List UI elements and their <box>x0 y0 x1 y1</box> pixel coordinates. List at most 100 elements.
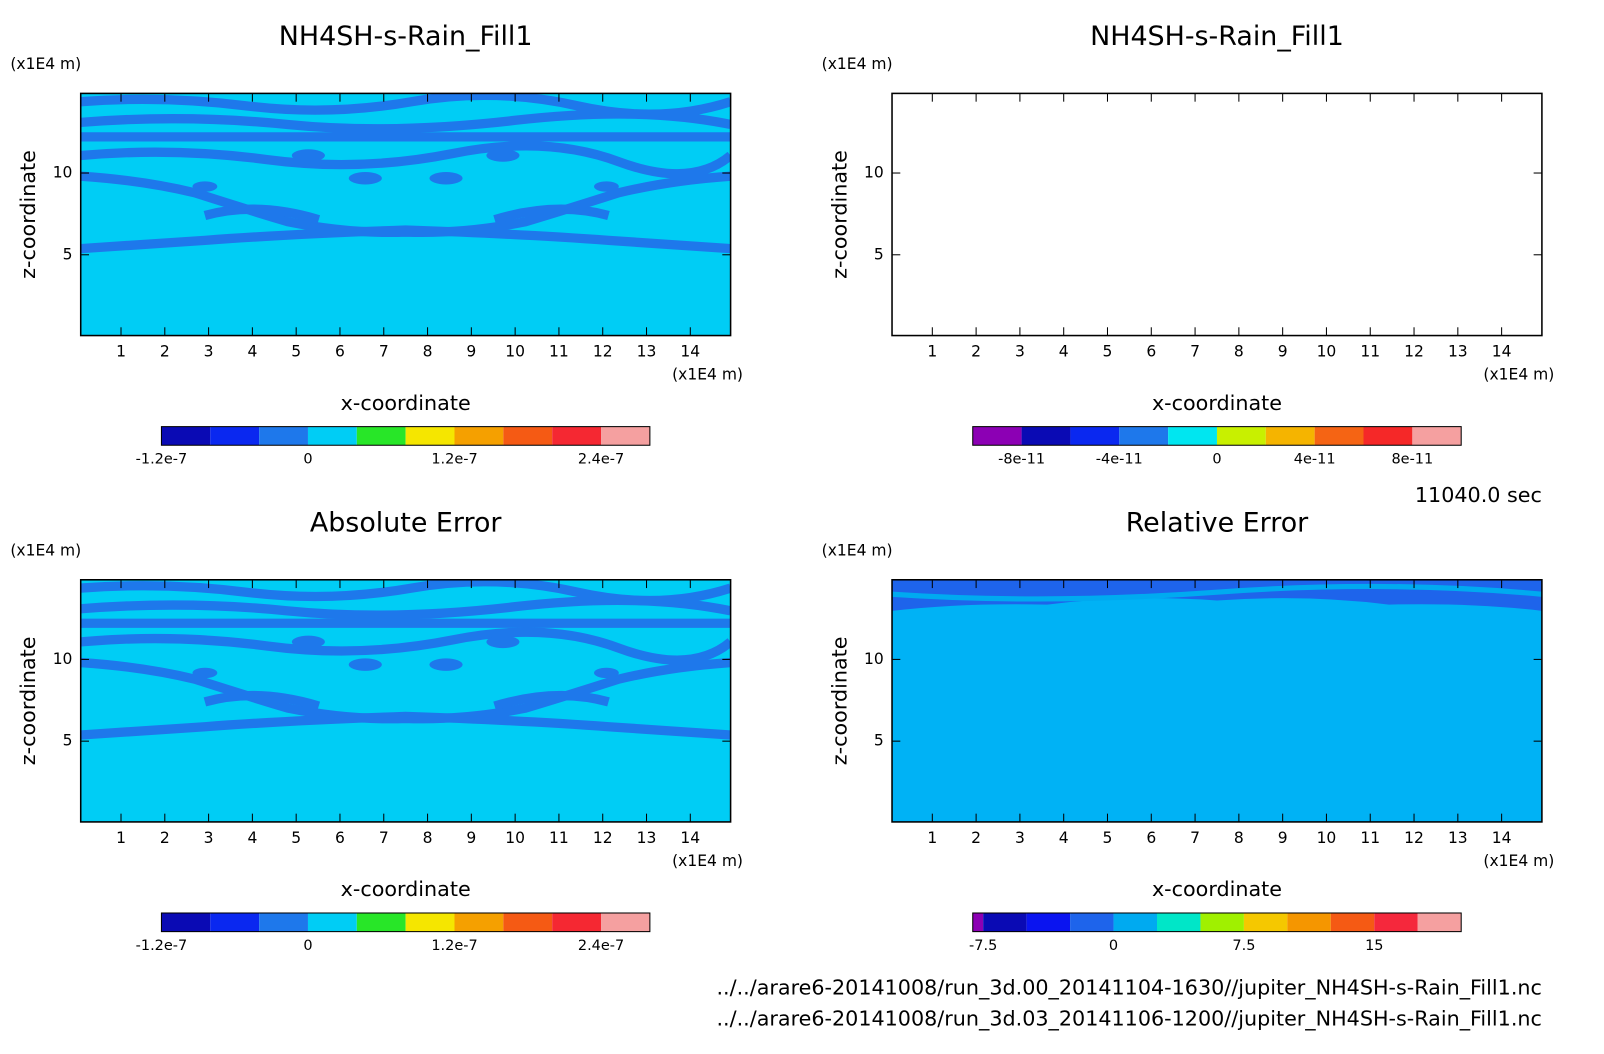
colorbar-segment <box>1363 426 1413 446</box>
colorbar-segment <box>1026 912 1071 932</box>
x-tick-label: 4 <box>1059 829 1069 847</box>
colorbar-segment <box>1243 912 1288 932</box>
colorbar-segment <box>259 912 308 932</box>
x-tick-label: 1 <box>116 343 126 361</box>
x-tick-label: 6 <box>1146 343 1156 361</box>
x-tick-label: 6 <box>335 829 345 847</box>
colorbar-segment <box>1265 426 1315 446</box>
y-axis-label: z-coordinate <box>16 637 40 766</box>
colorbar-segment <box>307 912 357 932</box>
x-tick-label: 1 <box>116 829 126 847</box>
y-tick-label: 10 <box>53 650 73 668</box>
colorbar-tick-label: -4e-11 <box>1096 452 1143 468</box>
plot-frame <box>891 92 1543 337</box>
x-axis-label: x-coordinate <box>341 877 471 901</box>
x-tick-label: 2 <box>160 343 170 361</box>
x-tick-label: 4 <box>247 829 257 847</box>
x-tick-label: 11 <box>1360 829 1380 847</box>
colorbar-tick-label: 4e-11 <box>1294 452 1336 468</box>
file-path: ../../arare6-20141008/run_3d.00_20141104… <box>716 976 1541 1001</box>
colorbar-frame <box>160 426 651 446</box>
x-tick-label: 11 <box>1360 343 1380 361</box>
x-tick-label: 13 <box>1448 343 1468 361</box>
colorbar-tick-label: 8e-11 <box>1391 452 1433 468</box>
x-axis-label: x-coordinate <box>1152 391 1282 415</box>
y-axis-label: z-coordinate <box>827 150 851 279</box>
x-tick-label: 14 <box>1492 829 1512 847</box>
colorbar-segment <box>1314 426 1364 446</box>
x-tick-label: 3 <box>1015 829 1025 847</box>
colorbar-segment <box>356 426 406 446</box>
x-tick-label: 1 <box>927 343 937 361</box>
x-tick-label: 12 <box>1404 829 1424 847</box>
colorbar-segment <box>1374 912 1418 932</box>
colorbar-segment <box>161 426 211 446</box>
colorbar-segment <box>405 912 455 932</box>
colorbar-segment <box>1113 912 1158 932</box>
x-tick-label: 6 <box>335 343 345 361</box>
y-tick-label: 5 <box>63 732 73 750</box>
x-tick-label: 1 <box>927 829 937 847</box>
x-tick-label: 9 <box>466 829 476 847</box>
x-tick-label: 12 <box>593 343 613 361</box>
colorbar-tick-label: -8e-11 <box>998 452 1045 468</box>
plot-frame <box>79 579 732 823</box>
colorbar-segment <box>1070 912 1114 932</box>
x-tick-label: 9 <box>1278 343 1288 361</box>
colorbar-segment <box>1412 426 1462 446</box>
plot-frame <box>79 92 732 337</box>
colorbar-tick-label: 7.5 <box>1232 938 1255 954</box>
colorbar-segment <box>601 912 650 932</box>
x-tick-label: 12 <box>1404 343 1424 361</box>
x-tick-label: 8 <box>423 829 433 847</box>
colorbar-tick-label: 0 <box>1212 452 1221 468</box>
x-tick-label: 5 <box>291 343 301 361</box>
colorbar-frame <box>972 426 1462 446</box>
colorbar-tick-label: 0 <box>1109 938 1118 954</box>
colorbar-tick-label: 15 <box>1365 938 1383 954</box>
colorbar-segment <box>983 912 1027 932</box>
x-tick-label: 13 <box>1448 829 1468 847</box>
colorbar-segment <box>1417 912 1462 932</box>
chart-title: Absolute Error <box>310 507 503 538</box>
colorbar-frame <box>160 912 651 933</box>
y-axis-label: z-coordinate <box>16 150 40 279</box>
y-tick-label: 5 <box>63 245 73 263</box>
x-tick-label: 8 <box>1234 829 1244 847</box>
y-tick-label: 5 <box>874 245 884 263</box>
x-tick-label: 13 <box>637 343 657 361</box>
colorbar-segment <box>454 912 504 932</box>
colorbar-segment <box>1330 912 1375 932</box>
colorbar-segment <box>1168 426 1217 446</box>
colorbar-segment <box>1157 912 1201 932</box>
colorbar-segment <box>601 426 650 446</box>
colorbar-segment <box>307 426 357 446</box>
x-tick-label: 4 <box>1059 343 1069 361</box>
colorbar-segment <box>1021 426 1071 446</box>
x-tick-label: 13 <box>637 829 657 847</box>
chart-title: NH4SH-s-Rain_Fill1 <box>279 21 533 52</box>
x-tick-label: 14 <box>1492 343 1512 361</box>
colorbar-tick-label: 0 <box>303 452 312 468</box>
x-tick-label: 7 <box>1190 829 1200 847</box>
x-tick-label: 9 <box>466 343 476 361</box>
x-tick-label: 7 <box>379 343 389 361</box>
x-tick-label: 2 <box>971 343 981 361</box>
y-unit: (x1E4 m) <box>10 541 81 559</box>
panel: NH4SH-s-Rain_Fill1 (x1E4 m) (x1E4 m) x-coor… <box>822 21 1555 468</box>
plot-frame <box>891 579 1543 823</box>
colorbar-segment <box>552 426 602 446</box>
colorbar-segment <box>1070 426 1120 446</box>
chart-title: Relative Error <box>1126 507 1309 538</box>
x-tick-label: 3 <box>204 829 214 847</box>
x-tick-label: 7 <box>379 829 389 847</box>
y-unit: (x1E4 m) <box>10 55 81 73</box>
y-axis-label: z-coordinate <box>827 637 851 766</box>
colorbar-segment <box>1119 426 1169 446</box>
colorbar-segment <box>161 912 211 932</box>
colorbar-tick-label: -1.2e-7 <box>136 452 188 468</box>
colorbar-tick-label: 1.2e-7 <box>431 938 477 954</box>
colorbar-segment <box>1200 912 1244 932</box>
colorbar-segment <box>1287 912 1331 932</box>
colorbar-segment <box>210 912 260 932</box>
